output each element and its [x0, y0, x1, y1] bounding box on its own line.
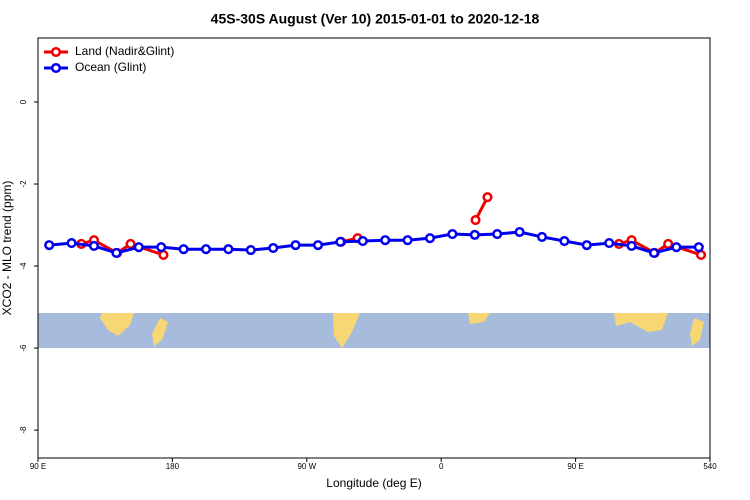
data-point	[133, 242, 144, 253]
data-point	[223, 244, 234, 255]
data-point	[402, 235, 413, 246]
data-point	[357, 235, 368, 247]
y-axis-label: XCO2 - MLO trend (ppm)	[0, 181, 14, 316]
map-band	[38, 313, 710, 348]
x-tick-label: 180	[166, 462, 180, 471]
data-point	[268, 242, 279, 254]
data-point	[604, 238, 615, 249]
data-point	[514, 226, 525, 238]
data-point	[581, 240, 592, 251]
data-point	[663, 238, 674, 249]
data-point	[158, 249, 169, 261]
data-point	[648, 247, 660, 258]
x-tick-label: 90 W	[297, 462, 316, 471]
data-point	[469, 229, 480, 240]
data-point	[44, 240, 55, 251]
y-tick-label: -6	[19, 344, 28, 352]
x-axis-label: Longitude (deg E)	[326, 476, 421, 490]
data-point	[111, 247, 122, 258]
legend-label: Land (Nadir&Glint)	[75, 44, 174, 58]
chart-title: 45S-30S August (Ver 10) 2015-01-01 to 20…	[211, 11, 540, 27]
y-tick-label: 0	[19, 99, 28, 104]
x-tick-label: 90 E	[30, 462, 46, 471]
data-point	[200, 244, 212, 255]
legend-label: Ocean (Glint)	[75, 60, 146, 74]
data-point	[447, 229, 458, 240]
data-point	[671, 242, 682, 253]
data-point	[693, 242, 704, 253]
y-tick-label: -2	[19, 180, 28, 188]
data-point	[536, 231, 548, 242]
legend-marker	[50, 62, 62, 74]
x-tick-label: 0	[439, 462, 444, 471]
data-point	[470, 215, 481, 226]
data-point	[492, 229, 503, 240]
data-point	[312, 240, 324, 251]
data-point	[626, 240, 637, 251]
y-tick-label: -8	[19, 426, 28, 434]
data-point	[290, 240, 301, 251]
data-point	[380, 235, 391, 246]
data-point	[245, 245, 256, 256]
data-point	[482, 192, 493, 203]
data-point	[88, 240, 100, 251]
data-point	[335, 236, 346, 247]
data-point	[178, 244, 189, 255]
data-point	[156, 242, 167, 253]
data-point	[66, 238, 77, 249]
legend-marker	[50, 46, 62, 58]
x-tick-label: 90 E	[567, 462, 583, 471]
data-point	[695, 249, 707, 261]
x-tick-label: 540	[703, 462, 717, 471]
plot-frame	[37, 37, 711, 459]
data-point	[559, 235, 570, 247]
y-tick-label: -4	[19, 262, 28, 270]
data-point	[125, 238, 136, 249]
data-point	[424, 233, 436, 244]
